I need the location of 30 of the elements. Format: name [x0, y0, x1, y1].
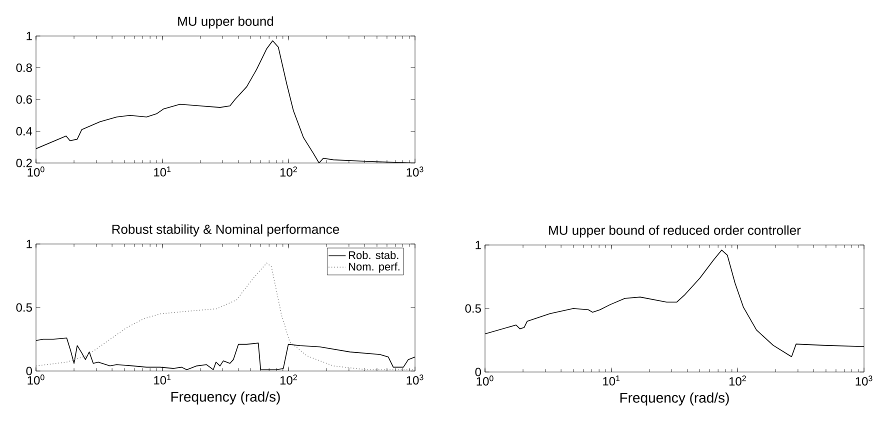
y-tick-label: 0.8 — [16, 64, 32, 72]
y-tick-label: 1 — [476, 240, 481, 250]
x-tick-label: 10$^{0}$ — [28, 374, 44, 385]
chart-title: Robust stability & Nominal performance — [112, 224, 340, 236]
x-tick-label: 10$^{3}$ — [856, 376, 872, 386]
x-tick-label: 10$^{2}$ — [280, 166, 297, 177]
legend-label: Nom. perf. — [348, 262, 400, 273]
x-axis-title: Frequency (rad/s) — [620, 392, 729, 406]
y-tick-label: 1 — [26, 240, 32, 248]
x-tick-label: 10$^{3}$ — [406, 374, 424, 385]
x-tick-label: 10$^{0}$ — [476, 376, 494, 386]
x-tick-label: 10$^{1}$ — [603, 376, 620, 386]
y-tick-label: 0.2 — [16, 158, 32, 168]
chart-title: MU upper bound of reduced order controller — [549, 225, 801, 238]
y-tick-label: 0.5 — [16, 303, 32, 312]
x-tick-label: 10$^{1}$ — [154, 166, 171, 176]
y-tick-label: 0.5 — [465, 304, 481, 313]
x-tick-label: 10$^{2}$ — [729, 376, 746, 386]
y-tick-label: 0.6 — [16, 95, 32, 104]
x-tick-label: 10$^{2}$ — [280, 374, 297, 385]
legend-label: Rob. stab. — [348, 251, 398, 260]
chart-title: MU upper bound — [178, 16, 274, 28]
x-tick-label: 10$^{3}$ — [406, 166, 424, 177]
y-tick-label: 0 — [26, 366, 32, 376]
y-tick-label: 0.4 — [16, 127, 32, 136]
x-tick-label: 10$^{1}$ — [154, 374, 171, 384]
x-tick-label: 10$^{0}$ — [28, 166, 44, 177]
y-tick-label: 0 — [475, 368, 482, 376]
x-axis-title: Frequency (rad/s) — [171, 391, 280, 404]
y-tick-label: 1 — [26, 32, 32, 40]
